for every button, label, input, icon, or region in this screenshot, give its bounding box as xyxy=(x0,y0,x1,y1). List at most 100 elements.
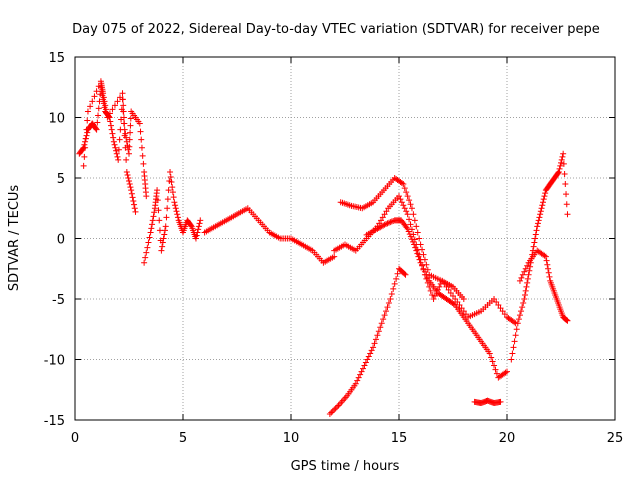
data-point xyxy=(94,119,101,126)
data-point xyxy=(364,356,371,363)
data-point xyxy=(563,317,570,324)
data-point xyxy=(164,196,171,203)
y-tick-label: -5 xyxy=(52,293,65,308)
data-point xyxy=(95,112,102,119)
data-point xyxy=(562,181,569,188)
data-point xyxy=(124,171,131,178)
data-point xyxy=(196,220,203,227)
data-point xyxy=(108,122,114,129)
data-point xyxy=(403,224,410,231)
data-point xyxy=(492,366,499,373)
data-point xyxy=(143,249,150,256)
y-tick-label: 10 xyxy=(48,112,65,127)
data-point xyxy=(82,135,89,142)
data-point xyxy=(504,368,510,375)
data-point xyxy=(329,408,336,415)
data-point xyxy=(408,236,415,243)
data-point xyxy=(556,165,563,172)
data-point xyxy=(162,223,169,230)
data-point xyxy=(122,130,129,137)
y-tick-label: 15 xyxy=(48,51,65,66)
data-point xyxy=(100,90,107,97)
data-point xyxy=(564,211,571,218)
data-point xyxy=(137,128,144,135)
data-point xyxy=(511,319,518,326)
data-point xyxy=(512,332,519,339)
data-point xyxy=(539,202,546,209)
data-point xyxy=(154,197,161,204)
data-point xyxy=(508,356,515,363)
data-point xyxy=(126,181,133,188)
data-point xyxy=(558,159,564,166)
data-point xyxy=(101,98,108,105)
data-point xyxy=(534,220,541,227)
data-point xyxy=(383,208,390,215)
data-point xyxy=(172,205,179,212)
data-point xyxy=(130,197,137,204)
series-morning-scatter xyxy=(141,168,204,266)
data-point xyxy=(372,336,379,343)
data-point xyxy=(520,300,527,307)
data-point xyxy=(197,217,204,224)
data-point xyxy=(522,265,529,272)
data-point xyxy=(421,268,428,275)
data-point xyxy=(120,114,127,121)
data-point xyxy=(493,370,500,377)
data-point xyxy=(537,211,544,218)
data-point xyxy=(102,102,109,109)
data-point xyxy=(406,231,413,238)
data-point xyxy=(107,118,114,125)
data-point xyxy=(530,243,537,250)
data-point xyxy=(127,115,134,122)
x-tick-label: 15 xyxy=(391,431,408,446)
data-point xyxy=(123,134,130,141)
data-point xyxy=(533,227,540,234)
data-point xyxy=(112,144,119,151)
data-point xyxy=(84,129,91,136)
data-point xyxy=(161,231,168,238)
data-point xyxy=(142,254,149,261)
data-point xyxy=(540,199,546,206)
data-point xyxy=(119,96,126,103)
data-point xyxy=(362,359,369,366)
data-point xyxy=(123,156,130,163)
data-point xyxy=(390,285,397,292)
chart-title: Day 075 of 2022, Sidereal Day-to-day VTE… xyxy=(72,22,600,37)
data-point xyxy=(564,317,571,324)
data-point xyxy=(174,211,181,218)
data-point xyxy=(111,141,118,148)
data-point xyxy=(120,102,127,109)
data-point xyxy=(93,126,100,133)
data-point xyxy=(460,296,467,302)
data-point xyxy=(358,368,365,375)
x-tick-label: 20 xyxy=(499,431,516,446)
data-point xyxy=(80,162,87,169)
data-point xyxy=(138,136,145,143)
data-point xyxy=(172,202,179,209)
data-point xyxy=(387,219,394,226)
data-point xyxy=(532,231,539,238)
data-point xyxy=(410,211,417,218)
data-point xyxy=(377,324,384,331)
data-point xyxy=(524,262,531,269)
y-tick-label: -10 xyxy=(44,354,65,369)
data-point xyxy=(141,259,148,266)
y-tick-label: -15 xyxy=(44,414,65,429)
data-point xyxy=(541,193,548,200)
x-tick-label: 25 xyxy=(607,431,624,446)
data-point xyxy=(417,259,424,266)
data-point xyxy=(560,150,567,157)
data-point xyxy=(174,214,181,221)
data-point xyxy=(367,350,374,357)
data-point xyxy=(354,377,361,384)
data-point xyxy=(192,235,199,242)
data-point xyxy=(381,211,388,218)
data-point xyxy=(513,326,520,333)
y-axis-label: SDTVAR / TECUs xyxy=(7,185,22,292)
data-point xyxy=(139,152,146,159)
data-point xyxy=(524,279,531,286)
data-point xyxy=(534,223,541,230)
data-point xyxy=(524,275,531,282)
data-point xyxy=(383,308,390,315)
data-point xyxy=(156,227,163,234)
